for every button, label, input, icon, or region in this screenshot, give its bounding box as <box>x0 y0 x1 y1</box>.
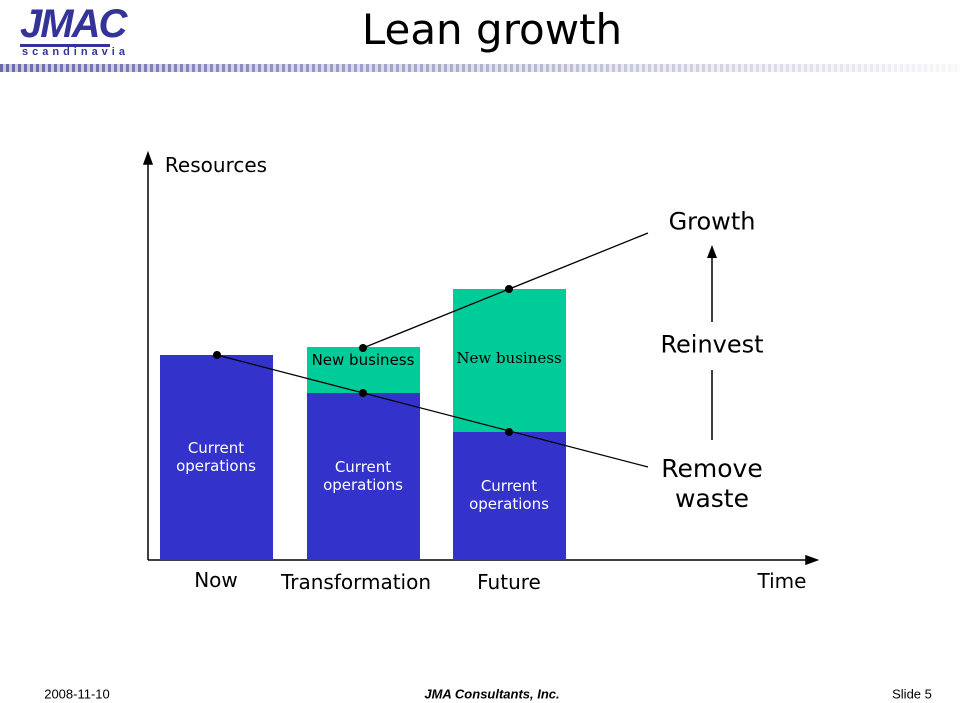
footer-company: JMA Consultants, Inc. <box>424 686 560 702</box>
annotation: Growth <box>668 207 756 236</box>
logo-underline <box>20 44 110 47</box>
y-arrow <box>142 150 154 165</box>
x-arrow <box>805 554 820 566</box>
column-label: Now <box>194 568 238 592</box>
slide-title: Lean growth <box>361 4 623 54</box>
annotation: Reinvest <box>660 330 764 359</box>
segment-label: Current operations <box>176 439 256 475</box>
bar-segment <box>453 289 566 432</box>
waste-line <box>216 354 649 468</box>
x-axis-label: Time <box>757 569 807 593</box>
header-fade <box>0 64 960 72</box>
dot <box>505 428 513 436</box>
dot <box>505 285 513 293</box>
dots <box>213 285 513 436</box>
logo: JMAC <box>20 2 127 46</box>
dot <box>359 344 367 352</box>
footer-date: 2008-11-10 <box>44 686 110 702</box>
segment-label: New business <box>311 351 415 369</box>
annotation: Remove waste <box>661 454 763 513</box>
dot <box>359 389 367 397</box>
bar-segment <box>307 347 420 393</box>
bar-segment <box>307 393 420 560</box>
column-label: Future <box>477 570 541 594</box>
bar-segment <box>453 432 566 560</box>
logo-subtitle: scandinavia <box>22 46 129 58</box>
footer-slide: Slide 5 <box>892 686 932 702</box>
arrow-head <box>707 245 717 258</box>
bar-segment <box>160 355 273 560</box>
segment-label: Current operations <box>323 458 403 494</box>
segment-label: Current operations <box>469 477 549 513</box>
column-label: Transformation <box>280 570 432 594</box>
dot <box>213 351 221 359</box>
trend-lines <box>216 232 649 468</box>
segment-label: New business <box>456 349 562 367</box>
y-axis-label: Resources <box>164 153 268 177</box>
